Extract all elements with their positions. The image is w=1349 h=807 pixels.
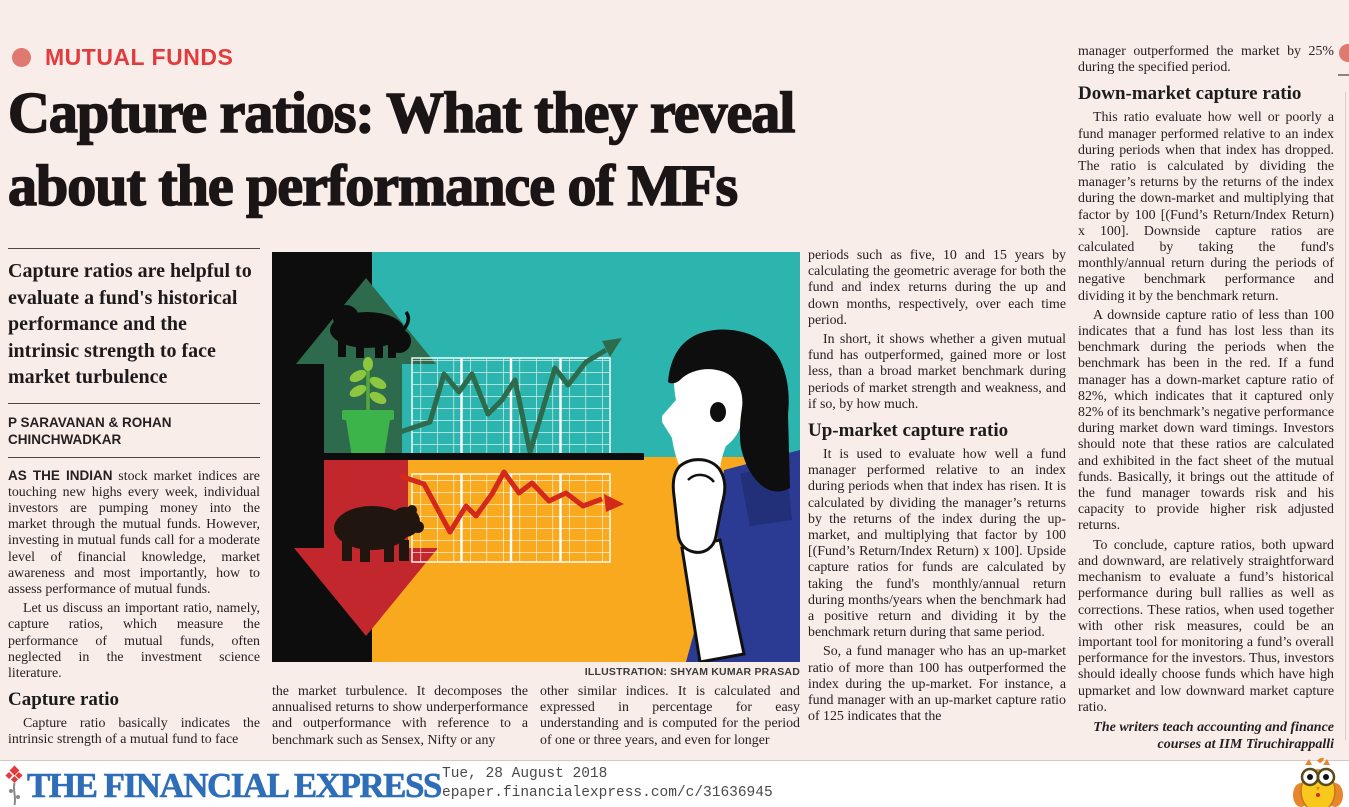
paragraph: other similar indices. It is calculated … bbox=[540, 684, 800, 748]
epaper-stamp: Tue, 28 August 2018 epaper.financialexpr… bbox=[442, 765, 773, 803]
bull-icon bbox=[325, 294, 411, 358]
horizon-line bbox=[272, 453, 644, 460]
column-4: periods such as five, 10 and 15 years by… bbox=[808, 248, 1066, 762]
paragraph: In short, it shows whether a given mutua… bbox=[808, 332, 1066, 412]
divider bbox=[8, 248, 260, 249]
byline: P SARAVANAN & ROHAN CHINCHWADKAR bbox=[8, 414, 172, 447]
paragraph: periods such as five, 10 and 15 years by… bbox=[808, 248, 1066, 328]
column-3: other similar indices. It is calculated … bbox=[540, 684, 800, 762]
epaper-url[interactable]: epaper.financialexpress.com/c/31636945 bbox=[442, 785, 773, 801]
column-5: manager outperformed the market by 25% d… bbox=[1078, 44, 1334, 762]
column-1: Capture ratios are helpful to evaluate a… bbox=[8, 248, 260, 762]
section-header: MUTUAL FUNDS bbox=[12, 44, 233, 71]
article-headline: Capture ratios: What they reveal about th… bbox=[7, 76, 1058, 222]
writer-credit: The writers teach accounting and finance… bbox=[1093, 719, 1334, 752]
paragraph: A downside capture ratio of less than 10… bbox=[1078, 307, 1334, 534]
paragraph: the market turbulence. It decomposes the… bbox=[272, 684, 528, 748]
adjacent-page-section-dot bbox=[1339, 44, 1349, 62]
section-dot-icon bbox=[12, 48, 31, 67]
paragraph: manager outperformed the market by 25% d… bbox=[1078, 44, 1334, 76]
subhead-up-market: Up-market capture ratio bbox=[808, 420, 1009, 442]
page-edge-line bbox=[1345, 92, 1346, 740]
bear-icon bbox=[334, 505, 424, 562]
adjacent-page-rule bbox=[1338, 74, 1349, 76]
financial-express-logo-icon bbox=[5, 765, 23, 806]
edition-date: Tue, 28 August 2018 bbox=[442, 766, 608, 782]
article-illustration bbox=[272, 252, 800, 662]
section-label: MUTUAL FUNDS bbox=[45, 44, 234, 70]
masthead[interactable]: THE FINANCIAL EXPRESS bbox=[27, 766, 443, 806]
paragraph: This ratio evaluate how well or poorly a… bbox=[1078, 110, 1334, 304]
owl-mascot-icon[interactable] bbox=[1291, 755, 1343, 807]
standfirst: Capture ratios are helpful to evaluate a… bbox=[8, 260, 252, 388]
paragraph: So, a fund manager who has an up-market … bbox=[808, 644, 1066, 725]
paragraph: It is used to evaluate how well a fund m… bbox=[808, 447, 1066, 641]
paragraph: Capture ratio basically indicates the in… bbox=[8, 716, 260, 748]
headline-line1: Capture ratios: What they reveal bbox=[7, 79, 796, 146]
epaper-footer: THE FINANCIAL EXPRESS Tue, 28 August 201… bbox=[0, 757, 1349, 807]
paragraph-text: stock market indices are touching new hi… bbox=[8, 468, 260, 597]
paragraph: AS THE INDIAN stock market indices are t… bbox=[8, 468, 260, 599]
subhead-down-market: Down-market capture ratio bbox=[1078, 83, 1302, 105]
down-chart-icon bbox=[399, 469, 624, 563]
paragraph: To conclude, capture ratios, both upward… bbox=[1078, 537, 1334, 715]
column-2: the market turbulence. It decomposes the… bbox=[272, 684, 528, 762]
plant-icon bbox=[342, 357, 394, 457]
divider bbox=[8, 402, 260, 404]
headline-line2: about the performance of MFs bbox=[7, 152, 739, 219]
paragraph: Let us discuss an important ratio, namel… bbox=[8, 601, 260, 681]
divider bbox=[8, 456, 260, 458]
subhead-capture-ratio: Capture ratio bbox=[8, 689, 119, 711]
lead-in: AS THE INDIAN bbox=[8, 467, 113, 483]
thinking-man-icon bbox=[662, 329, 800, 662]
illustration-credit: ILLUSTRATION: SHYAM KUMAR PRASAD bbox=[584, 666, 800, 678]
